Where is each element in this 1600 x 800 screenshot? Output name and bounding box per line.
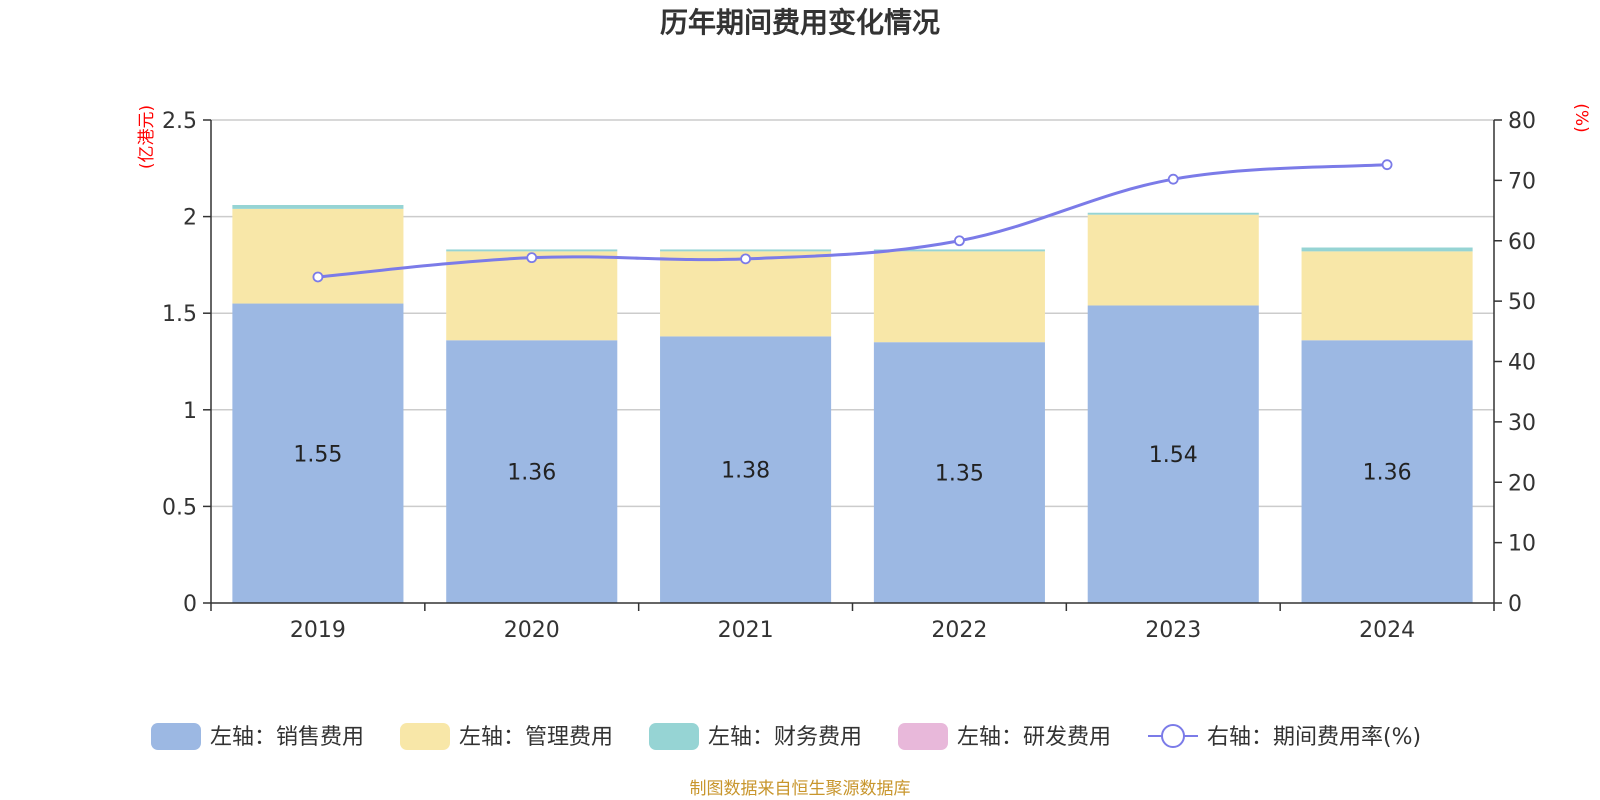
bar-segment-3 xyxy=(873,249,1045,252)
bar-segment-3 xyxy=(1301,247,1473,252)
legend-swatch-1 xyxy=(151,723,201,750)
bar-segment-2 xyxy=(1301,251,1473,341)
right-axis-tick-label: 30 xyxy=(1508,411,1536,436)
legend-swatch-4 xyxy=(898,723,948,750)
right-axis-unit: (%) xyxy=(1571,103,1591,132)
bar-segment-2 xyxy=(660,251,832,337)
bar-segment-3 xyxy=(1087,212,1259,215)
x-axis-category-label: 2020 xyxy=(504,618,560,643)
left-axis-tick-label: 0 xyxy=(183,592,197,617)
right-axis-tick-label: 60 xyxy=(1508,230,1536,255)
bar-segment-3 xyxy=(660,249,832,252)
legend-label: 左轴：销售费用 xyxy=(210,725,364,750)
bar-segment-1 xyxy=(660,336,832,603)
left-axis-unit: (亿港元) xyxy=(137,105,157,169)
bar-segment-2 xyxy=(873,251,1045,343)
x-axis-category-label: 2024 xyxy=(1359,618,1415,643)
rate-line-point xyxy=(740,253,751,265)
bar-segment-3 xyxy=(446,249,618,252)
data-source-note: 制图数据来自恒生聚源数据库 xyxy=(690,779,911,799)
bar-segment-1 xyxy=(232,303,404,603)
bar-segment-2 xyxy=(1087,214,1259,306)
bar-data-label: 1.36 xyxy=(1363,461,1412,486)
legend-label: 左轴：管理费用 xyxy=(459,725,613,750)
legend-label: 右轴：期间费用率(%) xyxy=(1207,725,1421,750)
legend-swatch-2 xyxy=(400,723,450,750)
x-axis-category-label: 2023 xyxy=(1145,618,1201,643)
bar-segment-1 xyxy=(1087,305,1259,603)
bar-data-label: 1.36 xyxy=(507,461,556,486)
left-axis-tick-label: 0.5 xyxy=(162,495,197,520)
grid-lines xyxy=(211,119,1494,508)
bar-data-label: 1.38 xyxy=(721,459,770,484)
bar-series: 1.55 1.36 1.38 1.35 1.54 1.36 xyxy=(232,205,1473,603)
left-axis-tick-label: 1.5 xyxy=(162,302,197,327)
legend-marker-swatch xyxy=(1161,724,1185,748)
right-axis-tick-label: 80 xyxy=(1508,109,1536,134)
right-axis-tick-label: 70 xyxy=(1508,169,1536,194)
rate-line-point xyxy=(1167,173,1179,185)
left-axis-tick-label: 2 xyxy=(183,206,197,231)
right-axis-tick-label: 50 xyxy=(1508,290,1536,315)
rate-line-series xyxy=(312,159,1393,283)
bar-segment-1 xyxy=(873,342,1045,603)
bar-segment-3 xyxy=(232,205,404,209)
left-axis-tick-label: 1 xyxy=(183,399,197,424)
right-axis-tick-label: 20 xyxy=(1508,471,1536,496)
bar-segment-2 xyxy=(446,251,618,341)
right-axis-tick-label: 0 xyxy=(1508,592,1522,617)
rate-line xyxy=(317,163,1388,279)
chart-title: 历年期间费用变化情况 xyxy=(660,6,940,39)
legend-label: 左轴：研发费用 xyxy=(957,725,1111,750)
left-axis-tick-label: 2.5 xyxy=(162,109,197,134)
bar-segment-2 xyxy=(232,208,404,304)
right-axis-tick-label: 10 xyxy=(1508,532,1536,557)
axes: 0 0.5 1 1.5 2 2.5 0 10 20 30 40 50 60 70 80 2019 2020 202… xyxy=(162,109,1536,643)
rate-line-point xyxy=(526,252,538,264)
legend-label: 左轴：财务费用 xyxy=(708,725,862,750)
bar-data-label: 1.54 xyxy=(1149,443,1198,468)
bar-segment-1 xyxy=(446,340,618,603)
x-axis-category-label: 2021 xyxy=(718,618,774,643)
right-axis-tick-label: 40 xyxy=(1508,351,1536,376)
x-axis-category-label: 2022 xyxy=(931,618,987,643)
bar-data-label: 1.35 xyxy=(935,462,984,487)
bar-segment-1 xyxy=(1301,340,1473,603)
bar-data-label: 1.55 xyxy=(293,442,342,467)
x-axis-category-label: 2019 xyxy=(290,618,346,643)
rate-line-point xyxy=(954,235,965,247)
rate-line-point xyxy=(312,271,324,283)
legend-swatch-3 xyxy=(649,723,699,750)
rate-line-point xyxy=(1381,159,1393,171)
legend: 左轴：销售费用 左轴：管理费用 左轴：财务费用 左轴：研发费用 右轴：期间费用率(%) xyxy=(151,723,1421,750)
